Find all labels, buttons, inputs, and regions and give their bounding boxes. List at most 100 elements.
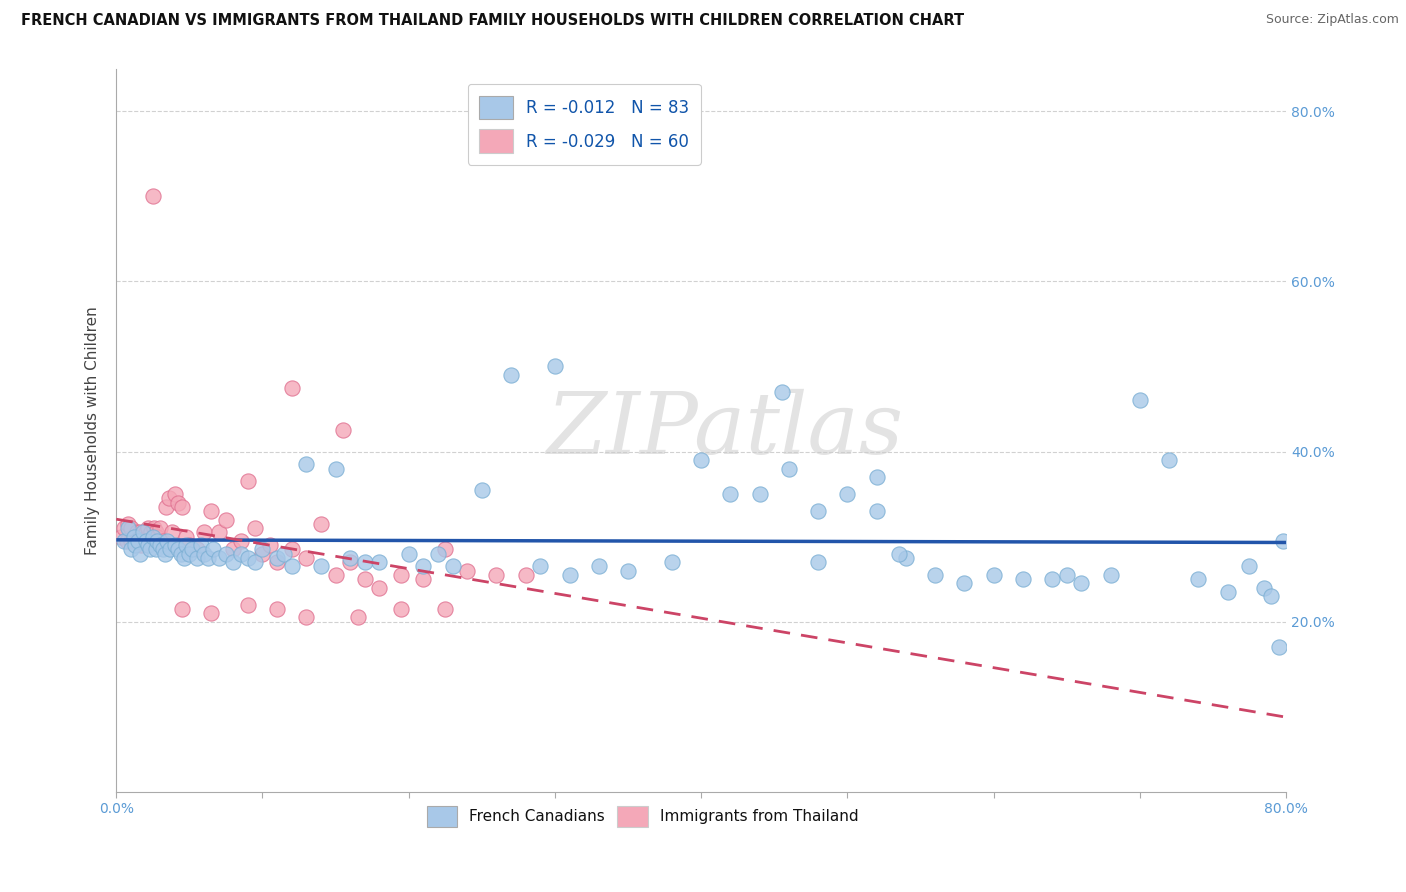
Legend: French Canadians, Immigrants from Thailand: French Canadians, Immigrants from Thaila… bbox=[419, 798, 866, 835]
Text: FRENCH CANADIAN VS IMMIGRANTS FROM THAILAND FAMILY HOUSEHOLDS WITH CHILDREN CORR: FRENCH CANADIAN VS IMMIGRANTS FROM THAIL… bbox=[21, 13, 965, 29]
Point bbox=[122, 530, 145, 544]
Point bbox=[1157, 453, 1180, 467]
Point bbox=[193, 525, 215, 540]
Point bbox=[143, 521, 166, 535]
Point bbox=[170, 500, 193, 514]
Point bbox=[353, 572, 375, 586]
Point bbox=[865, 470, 887, 484]
Point bbox=[280, 381, 302, 395]
Point bbox=[499, 368, 522, 382]
Point bbox=[128, 547, 150, 561]
Point bbox=[146, 533, 169, 548]
Point bbox=[1260, 589, 1282, 603]
Point bbox=[155, 500, 177, 514]
Point bbox=[207, 550, 229, 565]
Point bbox=[770, 384, 793, 399]
Point bbox=[193, 547, 215, 561]
Point bbox=[280, 559, 302, 574]
Point bbox=[894, 550, 917, 565]
Point bbox=[200, 504, 222, 518]
Point bbox=[1129, 393, 1152, 408]
Point bbox=[215, 547, 238, 561]
Point bbox=[179, 538, 201, 552]
Point bbox=[887, 547, 910, 561]
Point bbox=[368, 581, 391, 595]
Point bbox=[1216, 585, 1239, 599]
Point bbox=[236, 550, 259, 565]
Point bbox=[153, 547, 176, 561]
Point bbox=[149, 538, 172, 552]
Point bbox=[266, 550, 288, 565]
Point bbox=[865, 504, 887, 518]
Point bbox=[169, 547, 191, 561]
Point bbox=[368, 555, 391, 569]
Point bbox=[1099, 568, 1122, 582]
Point bbox=[112, 533, 135, 548]
Point bbox=[136, 530, 159, 544]
Point bbox=[243, 521, 266, 535]
Point bbox=[229, 533, 252, 548]
Point bbox=[485, 568, 508, 582]
Point bbox=[236, 475, 259, 489]
Point bbox=[127, 533, 149, 548]
Point bbox=[837, 487, 859, 501]
Point bbox=[690, 453, 713, 467]
Point bbox=[201, 542, 224, 557]
Point bbox=[117, 516, 139, 531]
Point bbox=[134, 525, 156, 540]
Point bbox=[222, 542, 245, 557]
Text: Source: ZipAtlas.com: Source: ZipAtlas.com bbox=[1265, 13, 1399, 27]
Point bbox=[515, 568, 537, 582]
Point bbox=[124, 538, 146, 552]
Point bbox=[434, 542, 457, 557]
Point bbox=[157, 491, 180, 506]
Point bbox=[190, 538, 212, 552]
Point bbox=[186, 542, 208, 557]
Point bbox=[138, 521, 160, 535]
Point bbox=[346, 610, 368, 624]
Point bbox=[325, 568, 347, 582]
Point bbox=[131, 530, 153, 544]
Point bbox=[924, 568, 946, 582]
Point bbox=[207, 525, 229, 540]
Point bbox=[748, 487, 770, 501]
Point bbox=[170, 602, 193, 616]
Point bbox=[125, 525, 148, 540]
Point bbox=[120, 533, 142, 548]
Point bbox=[127, 533, 149, 548]
Point bbox=[434, 602, 457, 616]
Point bbox=[983, 568, 1005, 582]
Point bbox=[139, 542, 162, 557]
Point bbox=[159, 542, 181, 557]
Point bbox=[142, 530, 165, 544]
Point bbox=[412, 559, 434, 574]
Point bbox=[807, 555, 830, 569]
Point bbox=[309, 559, 332, 574]
Point bbox=[122, 530, 145, 544]
Point bbox=[243, 555, 266, 569]
Point bbox=[124, 533, 146, 548]
Point bbox=[353, 555, 375, 569]
Point bbox=[266, 555, 288, 569]
Point bbox=[280, 542, 302, 557]
Point bbox=[149, 521, 172, 535]
Point bbox=[426, 547, 449, 561]
Point bbox=[325, 461, 347, 475]
Point bbox=[141, 525, 163, 540]
Point bbox=[112, 521, 135, 535]
Point bbox=[134, 533, 156, 548]
Point bbox=[953, 576, 976, 591]
Text: ZIPatlas: ZIPatlas bbox=[546, 389, 903, 472]
Point bbox=[389, 568, 412, 582]
Point bbox=[173, 550, 195, 565]
Point bbox=[152, 542, 174, 557]
Point bbox=[142, 530, 165, 544]
Point bbox=[156, 533, 179, 548]
Point bbox=[617, 564, 640, 578]
Point bbox=[197, 550, 219, 565]
Point bbox=[146, 530, 169, 544]
Point bbox=[215, 513, 238, 527]
Point bbox=[145, 542, 167, 557]
Point bbox=[778, 461, 800, 475]
Point bbox=[295, 610, 318, 624]
